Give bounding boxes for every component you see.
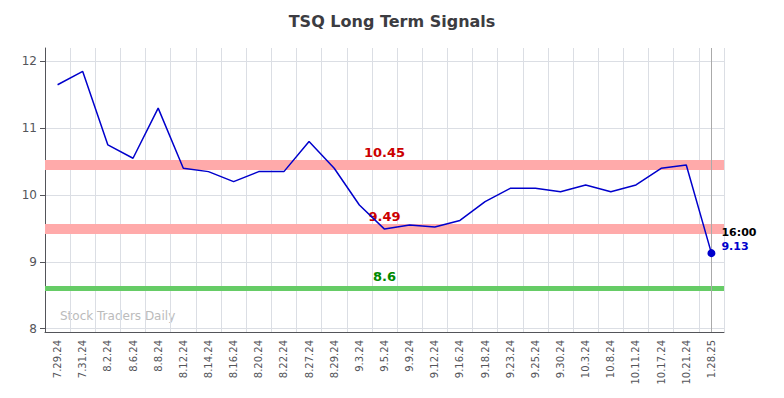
svg-text:8.2.24: 8.2.24 [102, 340, 113, 372]
svg-text:8.16.24: 8.16.24 [228, 340, 239, 378]
svg-text:10.3.24: 10.3.24 [580, 340, 591, 378]
svg-text:9.23.24: 9.23.24 [505, 340, 516, 378]
svg-text:8: 8 [29, 322, 37, 336]
svg-text:8.29.24: 8.29.24 [329, 340, 340, 378]
svg-text:10.21.24: 10.21.24 [681, 340, 692, 385]
svg-text:9.18.24: 9.18.24 [480, 340, 491, 378]
svg-text:10.8.24: 10.8.24 [605, 340, 616, 378]
svg-text:8.14.24: 8.14.24 [203, 340, 214, 378]
svg-text:9.16.24: 9.16.24 [454, 340, 465, 378]
svg-text:9.30.24: 9.30.24 [555, 340, 566, 378]
svg-text:Stock Traders Daily: Stock Traders Daily [60, 309, 175, 323]
svg-text:7.31.24: 7.31.24 [77, 340, 88, 378]
svg-text:8.6: 8.6 [373, 269, 396, 284]
svg-text:9.5.24: 9.5.24 [379, 340, 390, 372]
svg-text:10.17.24: 10.17.24 [656, 340, 667, 385]
svg-text:8.6.24: 8.6.24 [128, 340, 139, 372]
svg-text:9.13: 9.13 [721, 240, 748, 253]
svg-text:TSQ Long Term Signals: TSQ Long Term Signals [289, 12, 496, 31]
svg-text:9.49: 9.49 [368, 209, 400, 224]
svg-text:8.8.24: 8.8.24 [153, 340, 164, 372]
svg-text:11: 11 [22, 121, 37, 135]
svg-text:10.11.24: 10.11.24 [630, 340, 641, 385]
svg-text:10: 10 [22, 188, 37, 202]
svg-text:9.12.24: 9.12.24 [429, 340, 440, 378]
svg-text:8.22.24: 8.22.24 [278, 340, 289, 378]
svg-text:8.12.24: 8.12.24 [178, 340, 189, 378]
svg-text:9.25.24: 9.25.24 [530, 340, 541, 378]
svg-text:1.28.25: 1.28.25 [706, 340, 717, 378]
svg-text:8.27.24: 8.27.24 [304, 340, 315, 378]
svg-text:9: 9 [29, 255, 37, 269]
svg-text:16:00: 16:00 [721, 226, 756, 239]
svg-text:10.45: 10.45 [364, 145, 405, 160]
svg-text:9.9.24: 9.9.24 [404, 340, 415, 372]
svg-text:8.20.24: 8.20.24 [253, 340, 264, 378]
svg-text:9.3.24: 9.3.24 [354, 340, 365, 372]
svg-text:12: 12 [22, 54, 37, 68]
svg-text:7.29.24: 7.29.24 [52, 340, 63, 378]
